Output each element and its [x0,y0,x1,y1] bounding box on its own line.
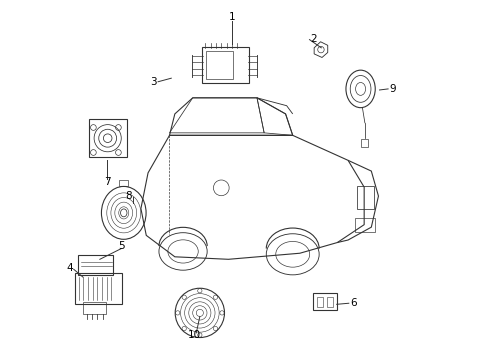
Text: 7: 7 [103,177,110,187]
Bar [119,180,128,186]
Text: 6: 6 [349,298,356,308]
Text: 2: 2 [310,34,317,44]
Text: 4: 4 [66,262,73,273]
Bar [206,51,233,79]
Text: 8: 8 [125,191,132,201]
Bar [89,119,126,157]
Bar [361,139,367,147]
Text: 3: 3 [150,77,157,87]
Text: 10: 10 [187,330,201,341]
Text: 9: 9 [388,84,395,94]
Bar [326,297,333,307]
Bar [83,302,106,314]
Bar [354,218,374,232]
Text: 1: 1 [228,13,235,22]
Text: 5: 5 [118,241,124,251]
Bar [316,297,323,307]
Bar [356,186,373,208]
